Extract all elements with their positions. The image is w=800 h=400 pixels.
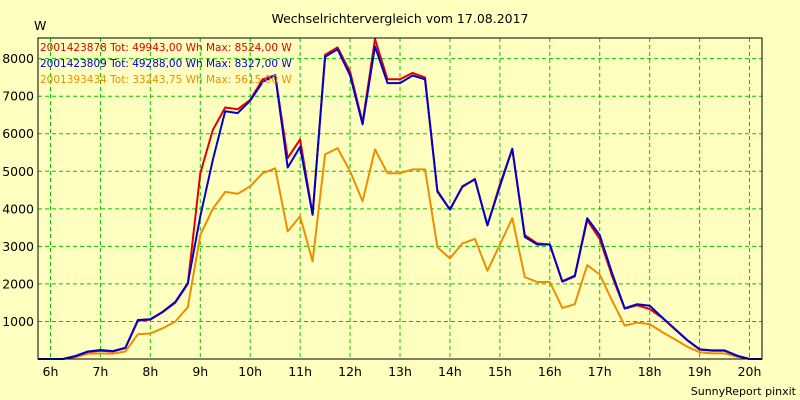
- x-tick-label: 6h: [43, 364, 59, 379]
- x-tick-label: 17h: [588, 364, 612, 379]
- chart-title: Wechselrichtervergleich vom 17.08.2017: [271, 11, 528, 26]
- y-tick-label: 1000: [2, 314, 34, 329]
- x-tick-label: 9h: [192, 364, 208, 379]
- series-line-2001393434: [38, 147, 762, 360]
- x-tick-label: 10h: [238, 364, 262, 379]
- x-tick-label: 8h: [142, 364, 158, 379]
- x-tick-label: 11h: [288, 364, 312, 379]
- y-tick-label: 8000: [2, 51, 34, 66]
- x-tick-label: 12h: [338, 364, 362, 379]
- x-tick-label: 16h: [538, 364, 562, 379]
- x-tick-label: 19h: [688, 364, 712, 379]
- y-tick-label: 7000: [2, 89, 34, 104]
- x-tick-label: 14h: [438, 364, 462, 379]
- y-tick-label: 3000: [2, 239, 34, 254]
- plot-frame: [37, 37, 763, 360]
- y-tick-label: 2000: [2, 276, 34, 291]
- y-axis-unit: W: [34, 18, 46, 33]
- legend-entry-2001423878: 2001423878 Tot: 49943,00 Wh Max: 8524,00…: [40, 42, 292, 54]
- series-line-2001423809: [38, 45, 762, 360]
- y-tick-label: 5000: [2, 164, 34, 179]
- y-tick-label: 4000: [2, 201, 34, 216]
- y-tick-label: 6000: [2, 126, 34, 141]
- footer-credit: SunnyReport pinxit: [691, 385, 797, 398]
- x-tick-label: 18h: [638, 364, 662, 379]
- x-tick-label: 7h: [92, 364, 108, 379]
- legend-entry-2001423809: 2001423809 Tot: 49288,00 Wh Max: 8327,00…: [40, 58, 292, 70]
- legend-entry-2001393434: 2001393434 Tot: 33243,75 Wh Max: 5615,00…: [40, 74, 292, 86]
- x-tick-label: 13h: [388, 364, 412, 379]
- x-tick-label: 15h: [488, 364, 512, 379]
- x-tick-label: 20h: [738, 364, 762, 379]
